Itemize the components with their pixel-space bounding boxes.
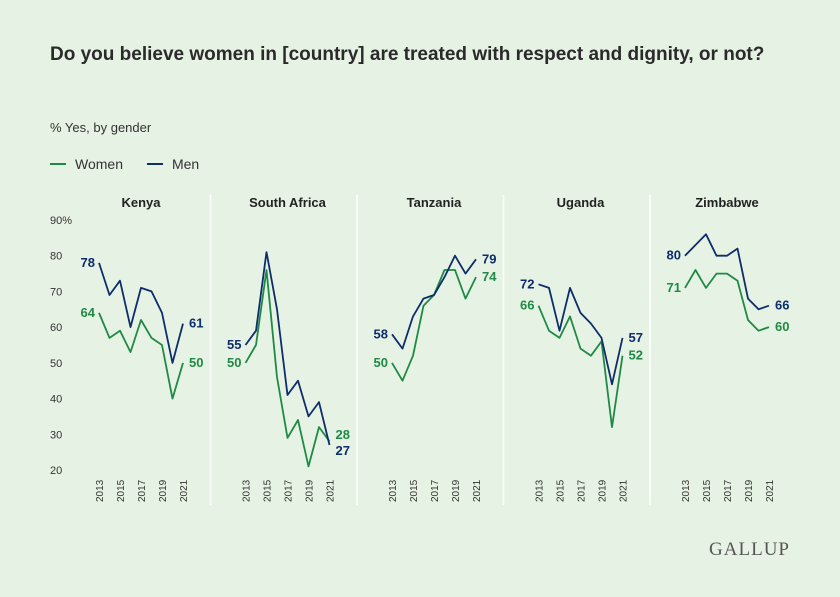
x-tick-label: 2015 (409, 479, 420, 502)
x-tick-label: 2013 (242, 479, 253, 502)
data-label-women-start: 71 (667, 280, 681, 295)
series-line-men (684, 233, 770, 311)
series-line-men (391, 254, 477, 350)
y-tick-label: 90% (50, 215, 72, 227)
legend-swatch-women (50, 163, 66, 165)
x-tick-label: 2013 (681, 479, 692, 502)
y-tick-label: 80 (50, 251, 62, 263)
data-label-women-end: 52 (629, 348, 643, 363)
series-line-women (244, 269, 331, 468)
data-label-men-end: 61 (189, 316, 203, 331)
panel-title: Kenya (121, 195, 161, 210)
panel-title: South Africa (249, 195, 327, 210)
y-tick-label: 70 (50, 286, 62, 298)
x-tick-label: 2015 (702, 479, 713, 502)
data-label-men-end: 79 (482, 251, 496, 266)
x-tick-label: 2015 (263, 479, 274, 502)
data-label-men-start: 80 (667, 248, 681, 263)
x-tick-label: 2013 (535, 479, 546, 502)
x-tick-label: 2019 (451, 479, 462, 502)
legend-label-men: Men (171, 156, 200, 172)
data-label-women-start: 50 (227, 355, 241, 370)
series-line-men (244, 251, 331, 446)
y-tick-label: 20 (50, 465, 62, 477)
x-tick-label: 2017 (723, 479, 734, 502)
data-label-women-start: 64 (81, 305, 96, 320)
x-tick-label: 2013 (95, 479, 106, 502)
x-tick-label: 2017 (137, 479, 148, 502)
panel-title: Uganda (557, 195, 605, 210)
series-line-women (684, 269, 770, 332)
data-label-men-start: 58 (374, 326, 388, 341)
x-tick-label: 2019 (598, 479, 609, 502)
series-line-men (538, 283, 624, 386)
x-tick-label: 2017 (430, 479, 441, 502)
legend-swatch-men (146, 163, 163, 165)
x-tick-label: 2019 (158, 479, 169, 502)
data-label-men-end: 27 (336, 443, 350, 458)
chart-subtitle: % Yes, by gender (50, 120, 152, 135)
y-tick-label: 60 (50, 322, 62, 334)
legend-item-men: Men (146, 156, 200, 172)
x-tick-label: 2021 (472, 479, 483, 502)
series-line-women (537, 305, 624, 429)
panel-title: Tanzania (407, 195, 462, 210)
x-tick-label: 2021 (179, 479, 190, 502)
x-tick-label: 2017 (577, 479, 588, 502)
data-label-women-end: 60 (775, 319, 789, 334)
x-tick-label: 2021 (765, 479, 776, 502)
data-label-men-start: 55 (227, 337, 241, 352)
legend-item-women: Women (50, 156, 123, 172)
x-tick-label: 2021 (326, 479, 337, 502)
y-tick-label: 30 (50, 429, 62, 441)
data-label-men-end: 66 (775, 298, 789, 313)
data-label-women-start: 50 (374, 355, 388, 370)
data-label-women-end: 74 (482, 269, 497, 284)
data-label-women-end: 50 (189, 355, 203, 370)
x-tick-label: 2019 (305, 479, 316, 502)
chart-title: Do you believe women in [country] are tr… (50, 44, 765, 65)
x-tick-label: 2015 (116, 479, 127, 502)
y-tick-label: 40 (50, 394, 62, 406)
series-line-men (98, 262, 184, 364)
data-label-women-end: 28 (336, 427, 350, 442)
y-tick-label: 50 (50, 358, 62, 370)
x-tick-label: 2017 (284, 479, 295, 502)
data-label-men-start: 72 (520, 276, 534, 291)
chart-legend: Women Men (50, 156, 223, 172)
gallup-logo: GALLUP (709, 539, 790, 560)
x-tick-label: 2015 (556, 479, 567, 502)
x-tick-label: 2019 (744, 479, 755, 502)
data-label-women-start: 66 (520, 298, 534, 313)
x-tick-label: 2013 (388, 479, 399, 502)
legend-label-women: Women (75, 156, 123, 172)
series-line-women (98, 312, 184, 400)
data-label-men-end: 57 (629, 330, 643, 345)
data-label-men-start: 78 (81, 255, 95, 270)
panel-title: Zimbabwe (695, 195, 759, 210)
x-tick-label: 2021 (619, 479, 630, 502)
series-line-women (391, 269, 477, 382)
